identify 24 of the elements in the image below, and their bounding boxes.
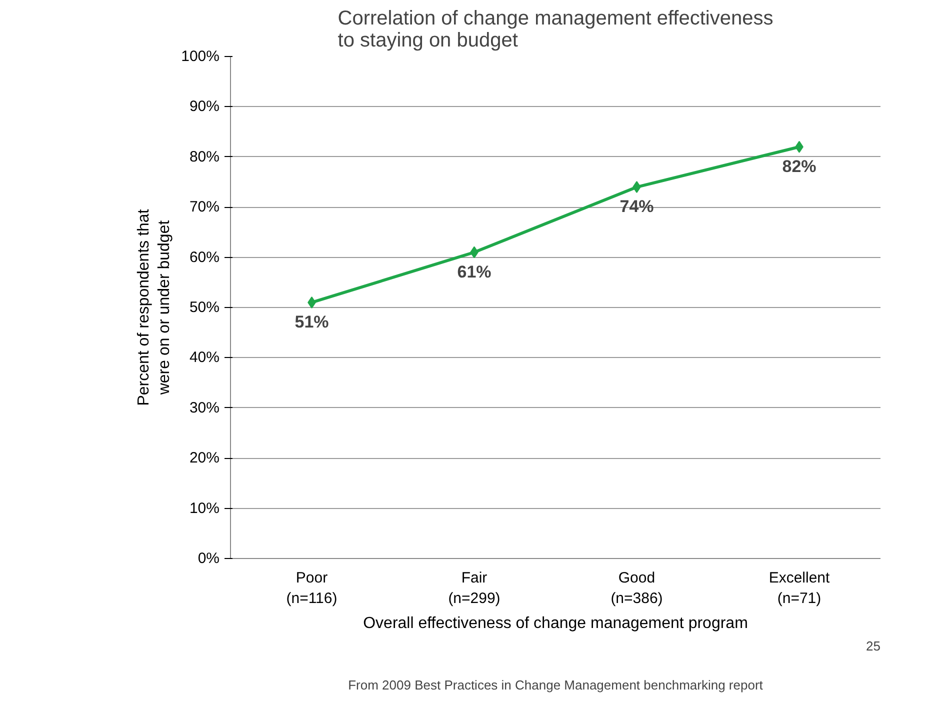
y-tick-label: 100%	[181, 48, 220, 65]
x-tick-label: Poor (n=116)	[286, 570, 338, 607]
text: From 2009 Best Practices in Change Management benchmarking report	[348, 678, 764, 692]
y-tick-label: 70%	[189, 198, 220, 216]
data-label: 82%	[782, 156, 816, 176]
chart-title: Correlation of change management effectiveness to staying on budget	[338, 8, 774, 52]
data-label: 74%	[620, 197, 654, 216]
x-tick-label: Good (n=386)	[610, 570, 663, 607]
y-tick-label: 10%	[189, 500, 220, 517]
y-axis-title: Percent of respondents that were on or under budget	[136, 208, 174, 406]
y-tick-label: 50%	[189, 299, 220, 316]
y-tick-label: 20%	[189, 450, 220, 467]
y-tick-label: 0%	[198, 550, 220, 567]
y-tick-label: 90%	[189, 98, 220, 116]
data-label: 51%	[294, 312, 329, 332]
text: 25	[866, 638, 881, 654]
y-tick-label: 40%	[189, 349, 220, 366]
x-axis-title: Overall effectiveness of change management program	[363, 614, 748, 632]
x-tick-label: Excellent (n=71)	[768, 570, 831, 607]
y-tick-label: 80%	[189, 148, 220, 166]
data-label: 61%	[457, 262, 492, 282]
y-tick-label: 30%	[189, 399, 220, 416]
y-tick-label: 60%	[189, 248, 220, 266]
x-tick-label: Fair (n=299)	[448, 570, 500, 607]
